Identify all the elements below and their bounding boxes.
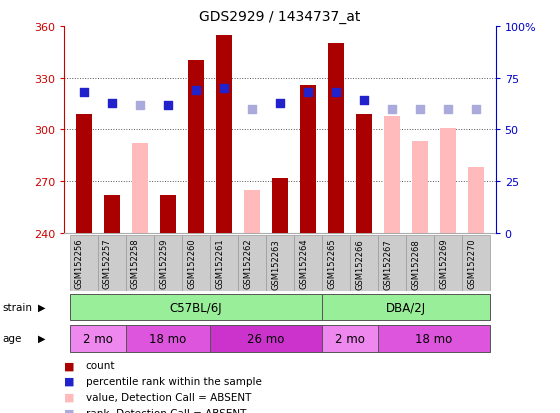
Point [304, 90, 312, 96]
Text: GSM152265: GSM152265 [327, 238, 336, 289]
Point [108, 100, 116, 107]
Point [276, 100, 284, 107]
FancyBboxPatch shape [210, 325, 322, 352]
Bar [188, 61, 204, 233]
Bar [384, 116, 400, 233]
Text: GSM152257: GSM152257 [103, 238, 112, 289]
Text: GSM152262: GSM152262 [243, 238, 252, 289]
FancyBboxPatch shape [294, 235, 322, 291]
Text: ■: ■ [64, 408, 75, 413]
Text: ▶: ▶ [38, 333, 45, 343]
Text: ■: ■ [64, 392, 75, 402]
Text: GSM152256: GSM152256 [75, 238, 84, 289]
Text: 26 mo: 26 mo [248, 332, 284, 345]
Bar [160, 195, 176, 233]
Bar [272, 178, 288, 233]
Text: GSM152266: GSM152266 [355, 238, 364, 289]
Point [136, 102, 144, 109]
Text: GSM152269: GSM152269 [439, 238, 448, 289]
Text: ■: ■ [64, 376, 75, 386]
Text: rank, Detection Call = ABSENT: rank, Detection Call = ABSENT [86, 408, 246, 413]
Bar [244, 190, 260, 233]
Bar [412, 142, 428, 233]
Text: DBA/2J: DBA/2J [386, 301, 426, 314]
Point [472, 106, 480, 113]
Text: age: age [3, 333, 22, 343]
FancyBboxPatch shape [378, 325, 490, 352]
FancyBboxPatch shape [238, 235, 266, 291]
FancyBboxPatch shape [462, 235, 490, 291]
Bar [328, 44, 344, 233]
FancyBboxPatch shape [350, 235, 378, 291]
Text: GSM152267: GSM152267 [383, 238, 392, 289]
Text: count: count [86, 361, 115, 370]
Point [416, 106, 424, 113]
Point [388, 106, 396, 113]
Bar [468, 168, 484, 233]
Text: percentile rank within the sample: percentile rank within the sample [86, 376, 262, 386]
Text: ▶: ▶ [38, 302, 45, 312]
FancyBboxPatch shape [322, 295, 490, 320]
Text: 2 mo: 2 mo [335, 332, 365, 345]
Point [164, 102, 172, 109]
FancyBboxPatch shape [98, 235, 126, 291]
FancyBboxPatch shape [210, 235, 238, 291]
FancyBboxPatch shape [406, 235, 434, 291]
Bar [104, 195, 120, 233]
Text: GDS2929 / 1434737_at: GDS2929 / 1434737_at [199, 10, 361, 24]
Bar [76, 115, 92, 233]
FancyBboxPatch shape [126, 235, 154, 291]
Bar [132, 144, 148, 233]
Text: GSM152270: GSM152270 [467, 238, 476, 289]
FancyBboxPatch shape [70, 325, 126, 352]
FancyBboxPatch shape [322, 325, 378, 352]
FancyBboxPatch shape [182, 235, 210, 291]
Point [248, 106, 256, 113]
FancyBboxPatch shape [266, 235, 294, 291]
Text: ■: ■ [64, 361, 75, 370]
Text: GSM152268: GSM152268 [411, 238, 420, 289]
Point [220, 85, 228, 92]
Text: GSM152264: GSM152264 [299, 238, 308, 289]
Text: GSM152258: GSM152258 [131, 238, 140, 289]
FancyBboxPatch shape [70, 235, 98, 291]
Text: strain: strain [3, 302, 33, 312]
Text: value, Detection Call = ABSENT: value, Detection Call = ABSENT [86, 392, 251, 402]
FancyBboxPatch shape [154, 235, 182, 291]
Point [332, 90, 340, 96]
FancyBboxPatch shape [434, 235, 462, 291]
Text: GSM152261: GSM152261 [215, 238, 224, 289]
Text: GSM152263: GSM152263 [271, 238, 280, 289]
Point [360, 98, 368, 104]
Bar [440, 128, 456, 233]
Point [192, 88, 200, 94]
FancyBboxPatch shape [378, 235, 406, 291]
FancyBboxPatch shape [126, 325, 210, 352]
Text: 18 mo: 18 mo [150, 332, 186, 345]
FancyBboxPatch shape [322, 235, 350, 291]
Text: C57BL/6J: C57BL/6J [170, 301, 222, 314]
Bar [356, 115, 372, 233]
FancyBboxPatch shape [70, 295, 322, 320]
Point [444, 106, 452, 113]
Bar [300, 85, 316, 233]
Bar [216, 36, 232, 233]
Text: GSM152260: GSM152260 [187, 238, 196, 289]
Text: GSM152259: GSM152259 [159, 238, 168, 289]
Text: 2 mo: 2 mo [83, 332, 113, 345]
Text: 18 mo: 18 mo [416, 332, 452, 345]
Point [80, 90, 88, 96]
